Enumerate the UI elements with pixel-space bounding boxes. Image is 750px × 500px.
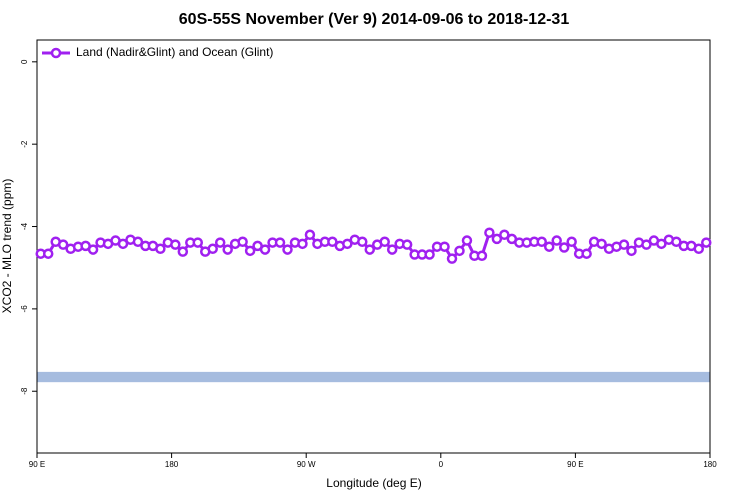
data-point	[499, 229, 510, 241]
data-point	[132, 236, 144, 248]
y-tick-label: 0	[20, 59, 29, 64]
data-point	[282, 244, 293, 255]
data-point	[626, 245, 637, 257]
x-axis-label: Longitude (deg E)	[326, 476, 421, 490]
data-point	[274, 237, 286, 248]
data-point	[596, 238, 607, 250]
data-point	[558, 242, 570, 253]
x-tick-label: 90 W	[297, 460, 316, 469]
x-tick-label: 90 E	[567, 460, 583, 469]
y-tick-label: -4	[20, 222, 29, 230]
data-point	[536, 236, 547, 248]
data-point	[222, 244, 233, 255]
data-point	[155, 243, 166, 255]
data-point	[401, 239, 413, 250]
data-point	[304, 229, 316, 241]
plot-frame	[36, 39, 711, 454]
data-point	[566, 236, 577, 248]
x-tick-label: 0	[439, 460, 444, 469]
y-axis-label: XCO2 - MLO trend (ppm)	[0, 179, 14, 314]
data-point	[484, 227, 495, 238]
x-tick-label: 180	[165, 460, 179, 469]
y-tick-label: -2	[20, 140, 29, 148]
data-point	[259, 244, 271, 255]
data-point	[701, 237, 712, 248]
data-point	[177, 246, 189, 257]
data-point	[214, 237, 226, 248]
data-point	[57, 239, 69, 250]
y-tick-label: -6	[20, 305, 29, 313]
data-point	[446, 253, 458, 264]
data-point	[491, 233, 503, 245]
data-point	[357, 236, 368, 248]
data-point	[342, 238, 353, 250]
data-point	[170, 239, 181, 250]
data-point	[618, 239, 630, 250]
x-tick-label: 90 E	[29, 460, 45, 469]
data-point	[641, 239, 652, 250]
data-point	[364, 244, 376, 255]
data-point	[543, 241, 555, 252]
legend: Land (Nadir&Glint) and Ocean (Glint)	[42, 45, 273, 59]
x-tick-label: 180	[703, 460, 717, 469]
data-point	[192, 237, 204, 248]
data-point	[439, 241, 450, 252]
data-point	[424, 249, 435, 260]
data-point	[454, 245, 465, 257]
data-point	[671, 236, 682, 248]
data-point	[386, 244, 398, 255]
data-point	[656, 238, 667, 250]
data-point	[327, 236, 338, 248]
data-point	[117, 238, 129, 250]
legend-marker	[50, 47, 62, 59]
data-point	[297, 238, 308, 250]
data-point	[461, 235, 473, 246]
chart-title: 60S-55S November (Ver 9) 2014-09-06 to 2…	[179, 11, 570, 28]
reference-band	[37, 371, 710, 383]
legend-label: Land (Nadir&Glint) and Ocean (Glint)	[76, 45, 273, 59]
data-point	[87, 244, 99, 255]
data-point	[476, 250, 488, 262]
data-point	[42, 248, 54, 259]
data-point	[551, 235, 562, 246]
data-point	[244, 245, 256, 257]
data-point	[379, 236, 390, 248]
y-tick-label: -8	[20, 387, 29, 395]
data-point	[581, 248, 592, 259]
data-point	[693, 243, 705, 255]
data-point	[237, 236, 248, 248]
data-point	[207, 243, 218, 255]
